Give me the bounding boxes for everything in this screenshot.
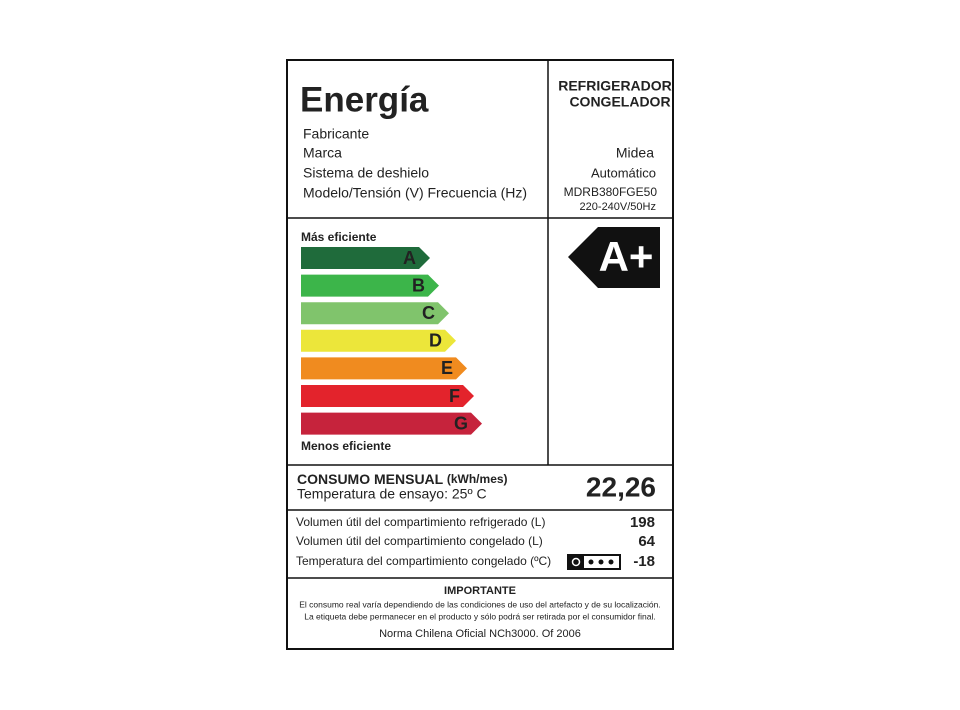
volume-value: 198 — [630, 514, 655, 531]
norm: Norma Chilena Oficial NCh3000. Of 2006 — [379, 628, 581, 640]
consumption-value: 22,26 — [586, 471, 656, 502]
class-letter: A — [403, 248, 416, 268]
title: Energía — [300, 80, 429, 119]
class-letter: D — [429, 331, 442, 351]
field-label: Marca — [303, 145, 342, 161]
product-type: CONGELADOR — [569, 94, 670, 110]
volume-value: 64 — [638, 533, 655, 550]
freezer-icon — [567, 554, 621, 570]
class-letter: G — [454, 413, 468, 433]
field-label: Modelo/Tensión (V) Frecuencia (Hz) — [303, 185, 527, 201]
rating: A+ — [599, 233, 654, 280]
class-letter: F — [449, 386, 460, 406]
field-label: Sistema de deshielo — [303, 165, 429, 181]
consumption-unit: (kWh/mes) — [447, 472, 508, 486]
class-arrow — [301, 357, 467, 380]
notice-line: El consumo real varía dependiendo de las… — [299, 599, 660, 609]
scale-bottom-label: Menos eficiente — [301, 439, 391, 453]
notice-title: IMPORTANTE — [444, 585, 516, 597]
volume-label: Volumen útil del compartimiento congelad… — [296, 534, 543, 548]
volume-label: Volumen útil del compartimiento refriger… — [296, 515, 545, 529]
class-arrow — [301, 247, 430, 269]
class-arrow — [301, 412, 482, 435]
product-type: REFRIGERADOR — [558, 78, 672, 94]
volume-label: Temperatura del compartimiento congelado… — [296, 554, 551, 568]
class-arrow — [301, 302, 449, 325]
field-label: Fabricante — [303, 126, 369, 142]
field-value: 220-240V/50Hz — [580, 201, 656, 213]
class-letter: C — [422, 303, 435, 323]
consumption-label: CONSUMO MENSUAL — [297, 471, 444, 487]
rating-arrow — [568, 227, 660, 288]
class-arrow — [301, 385, 474, 407]
field-value: MDRB380FGE50 — [564, 185, 658, 199]
field-value: Midea — [616, 145, 654, 161]
class-letter: E — [441, 358, 453, 378]
consumption-label: CONSUMO MENSUAL (kWh/mes) — [297, 471, 508, 487]
class-letter: B — [412, 275, 425, 295]
test-temperature: Temperatura de ensayo: 25º C — [297, 486, 487, 502]
field-value: Automático — [591, 165, 656, 180]
volume-value: -18 — [633, 553, 655, 570]
label-border — [286, 59, 674, 650]
notice-line: La etiqueta debe permanecer en el produc… — [304, 611, 656, 621]
class-arrow — [301, 274, 439, 297]
scale-top-label: Más eficiente — [301, 230, 377, 244]
class-arrow — [301, 329, 456, 352]
